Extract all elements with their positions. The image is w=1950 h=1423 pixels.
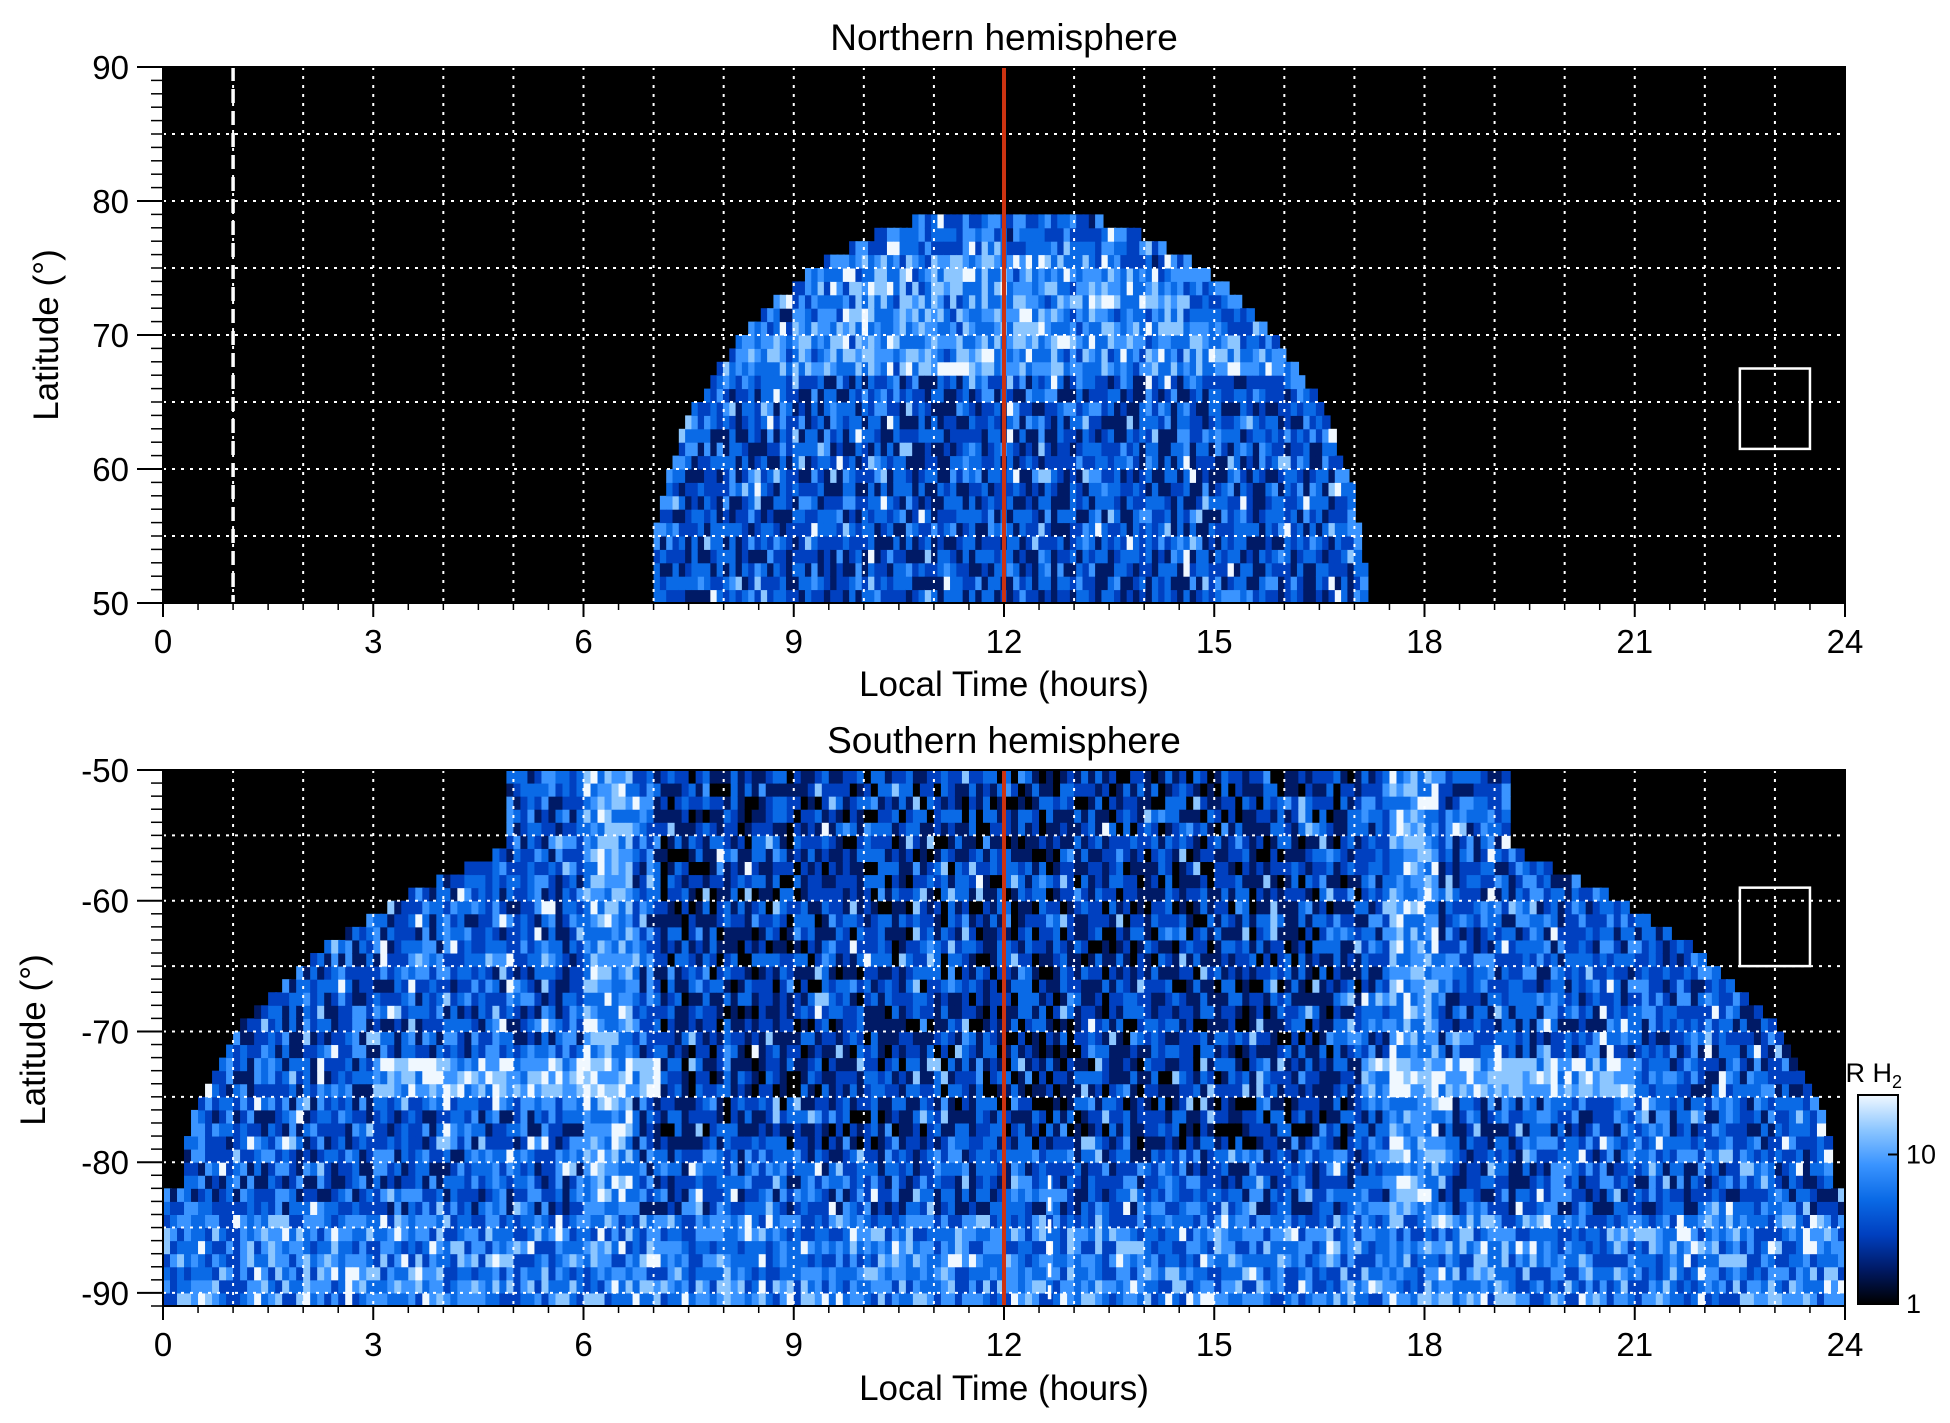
y-tick-label: 60 xyxy=(92,451,129,488)
colorbar-gradient xyxy=(1857,1094,1899,1305)
x-tick-label: 18 xyxy=(1406,1326,1443,1363)
y-tick-label: -80 xyxy=(81,1144,129,1181)
y-axis-label-north: Latitude (°) xyxy=(27,249,66,421)
overlays-north xyxy=(231,67,1812,603)
x-tick-label: 0 xyxy=(154,623,172,660)
y-tick-label: -70 xyxy=(81,1013,129,1050)
y-tick-label: 90 xyxy=(92,49,129,86)
y-tick-label: 80 xyxy=(92,183,129,220)
y-tick-label: -60 xyxy=(81,883,129,920)
colorbar-label-main: kR H xyxy=(1832,1058,1892,1088)
x-tick-label: 15 xyxy=(1196,623,1233,660)
chart-title-north: Northern hemisphere xyxy=(830,17,1178,58)
x-tick-label: 6 xyxy=(574,623,592,660)
x-axis-label-north: Local Time (hours) xyxy=(859,665,1149,704)
panel-northern: Northern hemisphere 0 3 6 9 12 15 18 21 24 50 60 70… xyxy=(27,17,1863,704)
colorbar-tick-label: 1 xyxy=(1906,1289,1921,1319)
x-tick-label: 21 xyxy=(1616,623,1653,660)
chart-title-south: Southern hemisphere xyxy=(827,720,1181,761)
ticks-south: 0 3 6 9 12 15 18 21 24 -90 -80 -70 -60 -50 xyxy=(81,752,1863,1363)
y-tick-label: 70 xyxy=(92,317,129,354)
colorbar: kR H2 1 10 xyxy=(1832,1058,1936,1319)
x-tick-label: 3 xyxy=(364,623,382,660)
y-tick-label: 50 xyxy=(92,585,129,622)
colorbar-label-subscript: 2 xyxy=(1892,1072,1902,1092)
x-tick-label: 18 xyxy=(1406,623,1443,660)
colorbar-tick-label: 10 xyxy=(1906,1139,1936,1169)
panel-southern: Southern hemisphere 0 3 6 9 12 15 18 21 24 -90 -80… xyxy=(14,720,1863,1408)
y-axis-label-south: Latitude (°) xyxy=(14,954,53,1126)
x-tick-label: 21 xyxy=(1616,1326,1653,1363)
x-axis-label-south: Local Time (hours) xyxy=(859,1369,1149,1408)
emission-south xyxy=(163,770,1845,1306)
grid-north xyxy=(163,67,1845,603)
x-tick-label: 24 xyxy=(1827,623,1864,660)
x-tick-label: 12 xyxy=(986,623,1023,660)
x-tick-label: 15 xyxy=(1196,1326,1233,1363)
x-tick-label: 9 xyxy=(785,1326,803,1363)
grid-south xyxy=(163,770,1845,1306)
x-tick-label: 0 xyxy=(154,1326,172,1363)
x-tick-label: 6 xyxy=(574,1326,592,1363)
x-tick-label: 12 xyxy=(986,1326,1023,1363)
colorbar-ticks: 1 10 xyxy=(1888,1139,1936,1319)
x-tick-label: 9 xyxy=(785,623,803,660)
overlays-south xyxy=(1002,770,1812,1306)
colorbar-label: kR H2 xyxy=(1832,1058,1902,1092)
x-tick-label: 3 xyxy=(364,1326,382,1363)
y-tick-label: -90 xyxy=(81,1275,129,1312)
emission-north xyxy=(653,214,1369,603)
reference-box xyxy=(1738,886,1812,968)
x-tick-label: 24 xyxy=(1827,1326,1864,1363)
reference-box xyxy=(1738,367,1812,451)
ticks-north: 0 3 6 9 12 15 18 21 24 50 60 70 80 90 xyxy=(92,49,1863,660)
y-tick-label: -50 xyxy=(81,752,129,789)
